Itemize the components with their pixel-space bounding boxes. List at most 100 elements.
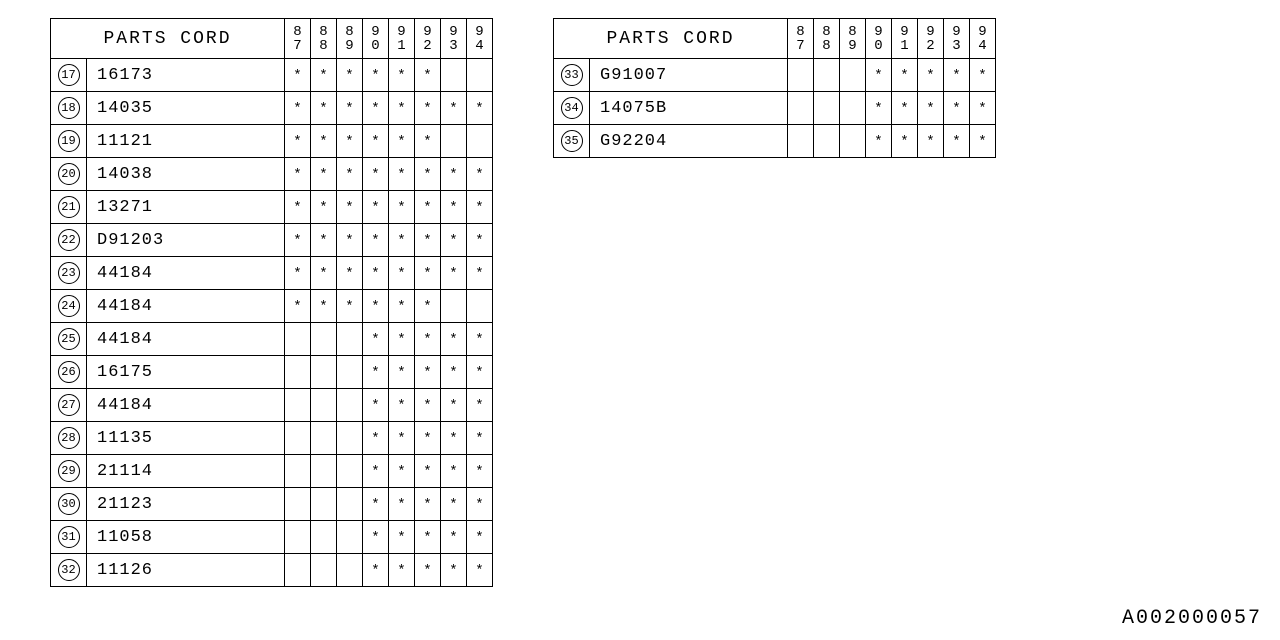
asterisk-mark: * (319, 233, 327, 249)
asterisk-mark: * (293, 200, 301, 216)
circled-index: 29 (58, 460, 80, 482)
year-cell: * (918, 59, 944, 92)
year-cell (788, 92, 814, 125)
part-code: 11058 (87, 521, 285, 554)
part-code: 44184 (87, 257, 285, 290)
asterisk-mark: * (475, 431, 483, 447)
year-cell: * (441, 323, 467, 356)
year-cell: * (389, 191, 415, 224)
year-header-90: 90 (363, 19, 389, 59)
year-cell: * (467, 521, 493, 554)
row-index: 19 (51, 125, 87, 158)
year-cell: * (363, 356, 389, 389)
asterisk-mark: * (345, 299, 353, 315)
parts-cord-header: PARTS CORD (51, 19, 285, 59)
year-cell: * (441, 521, 467, 554)
year-cell: * (415, 224, 441, 257)
part-code: 11135 (87, 422, 285, 455)
table-row: 2014038******** (51, 158, 493, 191)
asterisk-mark: * (397, 134, 405, 150)
asterisk-mark: * (926, 101, 934, 117)
table-row: 35G92204***** (554, 125, 996, 158)
year-cell: * (363, 323, 389, 356)
asterisk-mark: * (978, 101, 986, 117)
year-cell: * (285, 257, 311, 290)
row-index: 28 (51, 422, 87, 455)
part-code: 21123 (87, 488, 285, 521)
year-cell: * (389, 224, 415, 257)
year-cell: * (918, 125, 944, 158)
part-code: 44184 (87, 389, 285, 422)
asterisk-mark: * (397, 497, 405, 513)
part-code: 13271 (87, 191, 285, 224)
year-cell: * (311, 158, 337, 191)
row-index: 18 (51, 92, 87, 125)
circled-index: 22 (58, 229, 80, 251)
asterisk-mark: * (449, 464, 457, 480)
year-cell: * (441, 158, 467, 191)
year-cell: * (389, 125, 415, 158)
year-cell (337, 521, 363, 554)
table-row: 2811135***** (51, 422, 493, 455)
year-cell: * (441, 488, 467, 521)
asterisk-mark: * (952, 134, 960, 150)
asterisk-mark: * (475, 200, 483, 216)
part-code: 16173 (87, 59, 285, 92)
year-cell: * (866, 59, 892, 92)
year-cell: * (441, 257, 467, 290)
asterisk-mark: * (475, 497, 483, 513)
year-cell (311, 389, 337, 422)
asterisk-mark: * (926, 134, 934, 150)
table-row: 2744184***** (51, 389, 493, 422)
asterisk-mark: * (449, 431, 457, 447)
asterisk-mark: * (874, 68, 882, 84)
year-cell: * (389, 323, 415, 356)
row-index: 22 (51, 224, 87, 257)
asterisk-mark: * (293, 101, 301, 117)
year-cell: * (892, 125, 918, 158)
year-cell: * (415, 356, 441, 389)
year-cell: * (441, 356, 467, 389)
year-header-94: 94 (467, 19, 493, 59)
asterisk-mark: * (397, 530, 405, 546)
asterisk-mark: * (423, 563, 431, 579)
part-code: 21114 (87, 455, 285, 488)
asterisk-mark: * (475, 563, 483, 579)
year-cell: * (285, 59, 311, 92)
asterisk-mark: * (475, 398, 483, 414)
asterisk-mark: * (319, 266, 327, 282)
year-cell: * (467, 257, 493, 290)
row-index: 26 (51, 356, 87, 389)
table-row: 3211126***** (51, 554, 493, 587)
asterisk-mark: * (345, 68, 353, 84)
asterisk-mark: * (475, 233, 483, 249)
year-cell: * (311, 290, 337, 323)
year-cell: * (415, 488, 441, 521)
asterisk-mark: * (371, 167, 379, 183)
year-cell: * (441, 422, 467, 455)
asterisk-mark: * (319, 68, 327, 84)
year-header-92: 92 (415, 19, 441, 59)
year-header-92: 92 (918, 19, 944, 59)
year-cell: * (337, 191, 363, 224)
year-cell (311, 323, 337, 356)
year-cell: * (467, 422, 493, 455)
part-code: 44184 (87, 290, 285, 323)
year-cell: * (363, 92, 389, 125)
asterisk-mark: * (371, 266, 379, 282)
table-row: 2113271******** (51, 191, 493, 224)
circled-index: 18 (58, 97, 80, 119)
year-cell: * (337, 125, 363, 158)
asterisk-mark: * (293, 167, 301, 183)
asterisk-mark: * (423, 530, 431, 546)
year-cell: * (337, 257, 363, 290)
asterisk-mark: * (345, 266, 353, 282)
document-id: A002000057 (1122, 607, 1262, 630)
asterisk-mark: * (449, 101, 457, 117)
year-cell: * (311, 92, 337, 125)
asterisk-mark: * (397, 398, 405, 414)
year-cell: * (467, 455, 493, 488)
year-cell (311, 356, 337, 389)
asterisk-mark: * (319, 299, 327, 315)
year-cell: * (441, 92, 467, 125)
